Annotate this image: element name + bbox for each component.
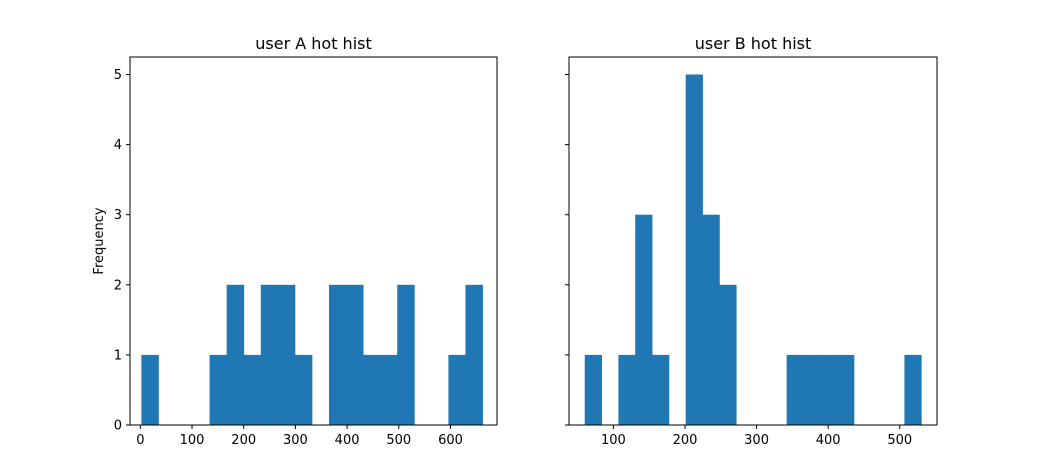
x-tick-label: 300 <box>744 433 769 448</box>
histogram-bar <box>226 284 245 425</box>
x-tick-label: 400 <box>816 433 841 448</box>
histogram-bar <box>465 284 483 425</box>
y-axis-label: Frequency <box>92 207 107 274</box>
x-tick-label: 100 <box>180 433 205 448</box>
histogram-bar <box>584 354 602 425</box>
histogram-panel-user-a: 0 100 200 300 400 500 600 0 1 2 3 4 5 user A hot hist… <box>92 34 498 448</box>
histogram-bar <box>397 284 415 425</box>
histogram-panel-user-b: 100 200 300 400 500 user B hot hist <box>565 34 938 448</box>
axes-frame <box>568 56 938 426</box>
y-tick-label: 1 <box>114 348 122 363</box>
histogram-bar <box>346 284 364 425</box>
histogram-bar <box>329 284 347 425</box>
histogram-bar <box>209 354 228 425</box>
x-tick-label: 0 <box>136 433 144 448</box>
histogram-bar <box>141 354 159 425</box>
axes-frame <box>129 56 498 426</box>
chart-title: user A hot hist <box>255 34 372 53</box>
histogram-bar <box>685 74 703 426</box>
chart-title: user B hot hist <box>695 34 812 53</box>
histogram-bar <box>652 354 670 425</box>
x-tick-label: 100 <box>601 433 626 448</box>
histogram-bar <box>243 354 262 425</box>
y-tick-label: 4 <box>114 138 122 153</box>
histogram-bar <box>260 284 279 425</box>
x-tick-label: 500 <box>887 433 912 448</box>
x-tick-label: 300 <box>283 433 308 448</box>
histogram-bar <box>294 354 313 425</box>
x-tick-label: 500 <box>386 433 411 448</box>
histogram-bar <box>803 354 821 425</box>
histogram-bar <box>380 354 398 425</box>
histogram-bar <box>786 354 804 425</box>
histogram-bar <box>635 214 653 425</box>
histogram-bar <box>904 354 922 425</box>
histogram-bar <box>837 354 855 425</box>
histogram-bar <box>820 354 838 425</box>
x-tick-label: 400 <box>335 433 360 448</box>
y-tick-label: 2 <box>114 278 122 293</box>
histogram-bar <box>618 354 636 425</box>
y-tick-label: 5 <box>114 68 122 83</box>
histogram-bar <box>363 354 381 425</box>
histogram-bar <box>702 214 720 425</box>
histogram-bar <box>277 284 296 425</box>
x-tick-label: 600 <box>438 433 463 448</box>
y-tick-label: 0 <box>114 419 122 434</box>
histogram-bar <box>719 284 737 425</box>
x-tick-label: 200 <box>231 433 256 448</box>
y-tick-label: 3 <box>114 208 122 223</box>
histogram-bar <box>448 354 466 425</box>
x-tick-label: 200 <box>673 433 698 448</box>
